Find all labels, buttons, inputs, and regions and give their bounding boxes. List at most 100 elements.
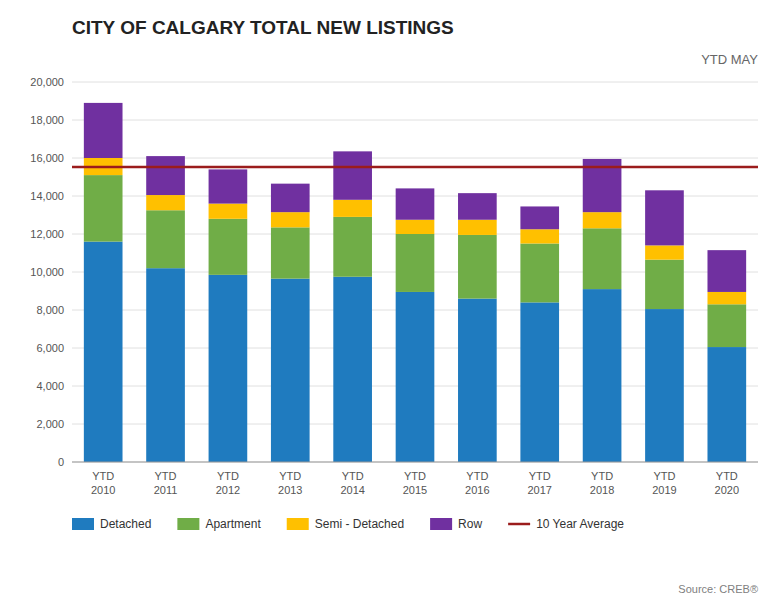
bar-segment [458,299,497,462]
bar-segment [396,220,435,234]
x-tick-label-line: YTD [342,470,364,482]
x-tick-label-line: YTD [591,470,613,482]
x-tick-label-line: 2017 [527,484,551,496]
y-tick-label: 16,000 [30,152,64,164]
x-tick-label-line: YTD [155,470,177,482]
x-tick-label-line: 2016 [465,484,489,496]
y-tick-label: 6,000 [36,342,64,354]
x-tick-label-line: YTD [404,470,426,482]
legend-label: Row [458,517,482,531]
legend-label: Apartment [205,517,261,531]
legend-item: Semi - Detached [287,517,404,531]
bar-segment [333,217,372,277]
x-tick-label-line: 2014 [340,484,364,496]
y-tick-label: 8,000 [36,304,64,316]
x-tick-label-line: YTD [716,470,738,482]
bar-segment [146,268,185,462]
x-tick-label: YTD 2014 [340,470,364,496]
grid-line [72,120,758,121]
bar-segment [333,151,372,199]
x-tick-label: YTD 2018 [590,470,614,496]
grid-line [72,462,758,463]
bar-segment [707,347,746,462]
legend-label: 10 Year Average [536,517,624,531]
x-tick-label: YTD2019 [652,470,676,496]
legend-item: Detached [72,517,151,531]
bar-segment [333,277,372,462]
subtitle: YTD MAY [701,52,758,67]
series [84,103,746,292]
x-tick-label-line: 2018 [590,484,614,496]
average-line [72,166,758,169]
bar-segment [458,220,497,235]
x-tick-label-line: YTD [279,470,301,482]
bar-segment [146,195,185,210]
bar-segment [271,184,310,213]
bar-segment [396,292,435,462]
y-tick-label: 14,000 [30,190,64,202]
x-tick-label: YTD 2012 [216,470,240,496]
annotation: Source: CREB® [678,583,758,595]
bar-segment [209,204,248,219]
x-axis-line [72,462,758,463]
x-tick-label-line: 2015 [403,484,427,496]
bar-segment [645,260,684,309]
legend: Detached Apartment Semi - Detached Row 10 Ye… [72,517,624,531]
bar-segment [520,244,559,303]
legend-item: Row [430,517,482,531]
bar-segment [458,193,497,220]
x-tick-label-line: 2020 [715,484,739,496]
x-tick-label-line: YTD [92,470,114,482]
bar-segment [583,289,622,462]
bar-segment [146,156,185,195]
legend-swatch [287,518,309,530]
y-tick-label: 4,000 [36,380,64,392]
title: CITY OF CALGARY TOTAL NEW LISTINGS [72,17,454,38]
bar-segment [84,175,123,242]
bar-segment [645,190,684,245]
legend-swatch [430,518,452,530]
x-tick-label: YTD 2020 [715,470,739,496]
bar-segment [84,103,123,158]
bar-segment [583,212,622,228]
plot-area [72,103,758,462]
bar-segment [396,188,435,219]
x-tick-label-line: YTD [653,470,675,482]
y-tick-label: 0 [58,456,64,468]
x-tick-label-line: 2012 [216,484,240,496]
bar-segment [707,250,746,292]
y-tick-label: 12,000 [30,228,64,240]
bar-segment [645,245,684,259]
legend-label: Detached [100,517,151,531]
bar-segment [209,275,248,462]
grid-line [72,82,758,83]
bar-segment [707,304,746,347]
bar-segment [583,228,622,289]
bar-segment [520,229,559,243]
legend-swatch [177,518,199,530]
bar-segment [271,227,310,278]
x-tick-label-line: YTD [529,470,551,482]
bar-segment [333,200,372,217]
bar-segment [396,234,435,292]
legend-swatch [508,523,530,526]
x-tick-label: YTD 2016 [465,470,489,496]
x-tick-label: YTD2011 [154,470,178,496]
bar-segment [520,302,559,462]
x-tick-label: YTD2010 [91,470,115,496]
bar-segment [520,206,559,229]
bar-segment [84,242,123,462]
bar-segment [707,292,746,304]
legend-swatch [72,518,94,530]
x-tick-label: YTD 2013 [278,470,302,496]
x-tick-label-line: YTD [466,470,488,482]
bar-segment [209,169,248,203]
x-tick-label-line: YTD [217,470,239,482]
series [84,175,746,347]
chart: CITY OF CALGARY TOTAL NEW LISTINGS YTD MA… [0,0,782,607]
bar-segment [209,219,248,275]
bar-segment [458,235,497,299]
legend-item: 10 Year Average [508,517,624,531]
x-tick-label-line: 2013 [278,484,302,496]
y-tick-label: 2,000 [36,418,64,430]
